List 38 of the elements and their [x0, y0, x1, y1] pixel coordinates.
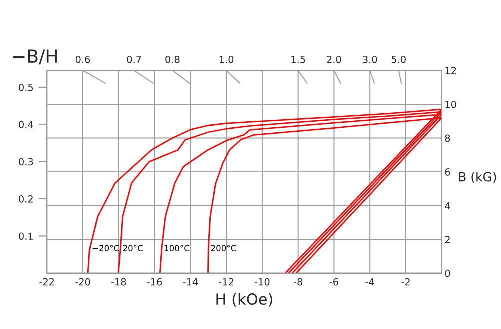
y2-tick-label: 0.1 [19, 232, 33, 240]
x-tick-label: -12 [219, 278, 234, 286]
series-label: −20°C [92, 245, 120, 252]
y-tick-label: 12 [446, 67, 456, 74]
x-tick-label: -16 [147, 278, 162, 286]
y-tick-label: 6 [445, 168, 450, 176]
y-tick-label: 2 [445, 236, 450, 244]
annotation: 0.7 [127, 56, 142, 64]
annotation: 2.0 [327, 56, 342, 64]
y-tick-label: 8 [445, 134, 450, 142]
x-tick-label: -8 [294, 278, 303, 286]
y2-tick-label: 0.2 [19, 196, 33, 203]
y-tick-label: 4 [445, 202, 450, 210]
x-tick-label: -22 [40, 278, 54, 286]
x-tick-label: -2 [402, 278, 410, 286]
y2-tick-label: 0.4 [19, 121, 34, 128]
y-tick-label: 10 [446, 100, 456, 108]
y2-tick-label: 0.3 [19, 158, 34, 166]
x-tick-label: -10 [254, 278, 270, 286]
annotation: 0.8 [166, 56, 180, 64]
series-label: 20°C [123, 245, 143, 252]
x-tick-label: -6 [330, 278, 338, 286]
y-tick-label: 0 [445, 270, 450, 278]
x-axis-title: H (kOe) [216, 293, 272, 307]
series-label: 200°C [211, 245, 236, 252]
x-tick-label: -4 [366, 278, 374, 286]
annotation: 3.0 [363, 56, 378, 64]
annotation: 1.5 [292, 56, 306, 64]
x-tick-label: -20 [76, 278, 90, 286]
series-label: 100°C [164, 245, 190, 252]
x-tick-label: -18 [111, 278, 126, 286]
annotation: 0.6 [76, 56, 90, 64]
y-axis-title: B (kG) [459, 172, 496, 184]
annotation: 1.0 [220, 56, 234, 64]
y2-tick-label: 0.5 [19, 84, 34, 92]
y2-axis-title: −B/H [13, 50, 57, 65]
annotation: 5.0 [392, 56, 406, 64]
x-tick-label: -14 [183, 278, 198, 286]
